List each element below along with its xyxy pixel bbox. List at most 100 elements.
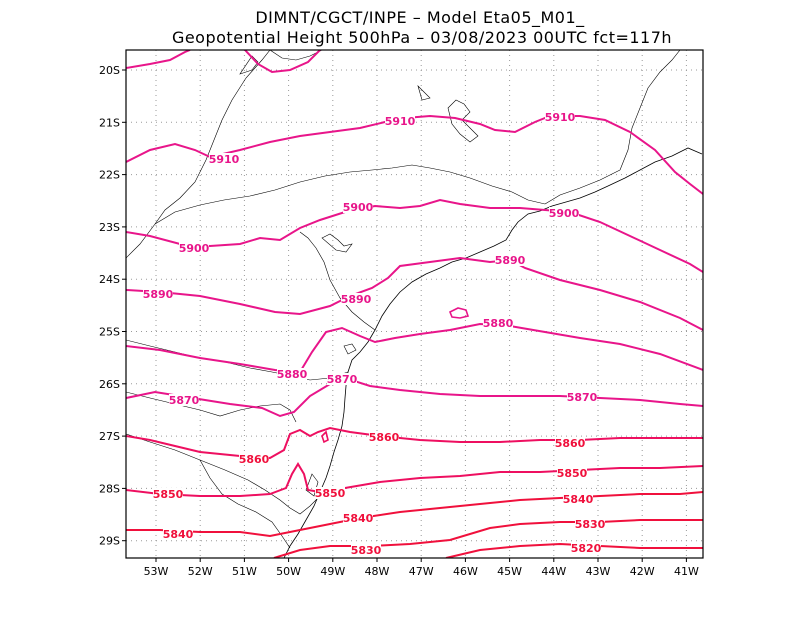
contour-label-bg: [143, 288, 173, 300]
border-rj: [544, 169, 621, 205]
contour-label-bg: [555, 437, 585, 449]
contour-label-bg: [571, 542, 601, 554]
contour-label-bg: [351, 544, 381, 556]
contour-label: 5900: [179, 242, 210, 255]
contour-label-bg: [385, 115, 415, 127]
coastline: [283, 147, 703, 558]
contour-label: 5910: [209, 153, 240, 166]
contour-label: 5900: [549, 207, 580, 220]
contour-label-bg: [209, 153, 239, 165]
border-mg-es: [619, 50, 681, 171]
contour-label: 5880: [483, 317, 514, 330]
contour-label: 5830: [351, 544, 382, 557]
chart-title-line2: Geopotential Height 500hPa – 03/08/2023 …: [171, 28, 673, 47]
lagoon: [305, 473, 319, 497]
contour-5910-b: [244, 50, 321, 74]
contour-labels: 5910 5910 5910 5900 5900 5900 5890 5890 5890 5880…: [143, 111, 606, 557]
lon-tick-label: 49W: [320, 565, 345, 578]
contour-label: 5890: [495, 254, 526, 267]
reservoir: [417, 84, 431, 101]
contour-5880-closed: [448, 307, 470, 319]
lat-tick-label: 21S: [99, 116, 120, 129]
contour-label: 5820: [571, 542, 602, 555]
reservoir: [343, 343, 357, 355]
contour-label-bg: [575, 518, 605, 530]
border-sc-pr: [126, 339, 349, 381]
border-argentina: [126, 391, 297, 423]
contour-label: 5840: [163, 528, 194, 541]
contour-label: 5860: [369, 431, 400, 444]
lon-tick-label: 45W: [497, 565, 522, 578]
border-rs-sc: [126, 433, 321, 515]
reservoir: [239, 55, 259, 75]
lat-tick-label: 25S: [99, 326, 120, 339]
contour-label-bg: [163, 528, 193, 540]
reservoir: [321, 233, 353, 253]
plot-frame: [125, 49, 704, 559]
contour-label-bg: [549, 207, 579, 219]
contour-5840: [126, 491, 703, 538]
chart-title-line1: DIMNT/CGCT/INPE – Model Eta05_M01_: [255, 8, 585, 27]
lat-tick-label: 23S: [99, 221, 120, 234]
reservoir: [447, 99, 479, 143]
contour-label: 5900: [343, 201, 374, 214]
contour-label-bg: [567, 391, 597, 403]
contour-5880: [126, 322, 703, 374]
contour-label-bg: [179, 242, 209, 254]
lat-tick-label: 22S: [99, 169, 120, 182]
border-parana-sp: [299, 231, 376, 331]
contour-label: 5850: [557, 467, 588, 480]
contour-label: 5840: [343, 512, 374, 525]
graticule: [126, 50, 703, 558]
lon-tick-label: 41W: [674, 565, 699, 578]
contour-5860: [126, 426, 703, 460]
contour-label-bg: [369, 431, 399, 443]
contour-label: 5880: [277, 368, 308, 381]
contour-5900: [126, 198, 703, 273]
lat-tick-label: 26S: [99, 378, 120, 391]
contour-5890: [126, 256, 703, 331]
lat-tick-label: 24S: [99, 273, 120, 286]
contour-label: 5860: [239, 453, 270, 466]
lon-tick-label: 48W: [365, 565, 390, 578]
contour-label-bg: [495, 254, 525, 266]
lat-tick-label: 27S: [99, 430, 120, 443]
contour-5860-closed: [321, 430, 329, 444]
contour-label-bg: [557, 467, 587, 479]
contour-label: 5870: [567, 391, 598, 404]
border-go: [269, 50, 323, 61]
contour-label: 5830: [575, 518, 606, 531]
contour-label: 5870: [169, 394, 200, 407]
lon-tick-label: 53W: [144, 565, 169, 578]
contour-label-bg: [483, 317, 513, 329]
lon-tick-label: 44W: [541, 565, 566, 578]
axis-ticks: 53W 52W 51W 50W 49W 48W 47W 46W 45W 44W 43W 42W 41W 2…: [99, 64, 699, 578]
contour-label-bg: [277, 368, 307, 380]
contour-label: 5910: [385, 115, 416, 128]
contour-label-bg: [239, 453, 269, 465]
border-north: [126, 50, 271, 259]
contour-5910-a: [126, 50, 191, 69]
contour-label-bg: [153, 488, 183, 500]
contour-label: 5840: [563, 493, 594, 506]
lon-tick-label: 43W: [586, 565, 611, 578]
contour-label: 5870: [327, 373, 358, 386]
contour-label: 5850: [315, 487, 346, 500]
lon-tick-label: 52W: [188, 565, 213, 578]
border-mg-sp: [154, 164, 546, 225]
contour-label-bg: [343, 512, 373, 524]
contour-label-bg: [315, 487, 345, 499]
contour-label-bg: [327, 373, 357, 385]
contour-label: 5890: [341, 293, 372, 306]
lon-tick-label: 42W: [630, 565, 655, 578]
lat-tick-label: 20S: [99, 64, 120, 77]
lat-tick-label: 28S: [99, 482, 120, 495]
contour-label-bg: [169, 394, 199, 406]
lon-tick-label: 47W: [409, 565, 434, 578]
contour-label: 5890: [143, 288, 174, 301]
lat-tick-label: 29S: [99, 535, 120, 548]
lon-tick-label: 50W: [276, 565, 301, 578]
lon-tick-label: 46W: [453, 565, 478, 578]
contour-label: 5910: [545, 111, 576, 124]
